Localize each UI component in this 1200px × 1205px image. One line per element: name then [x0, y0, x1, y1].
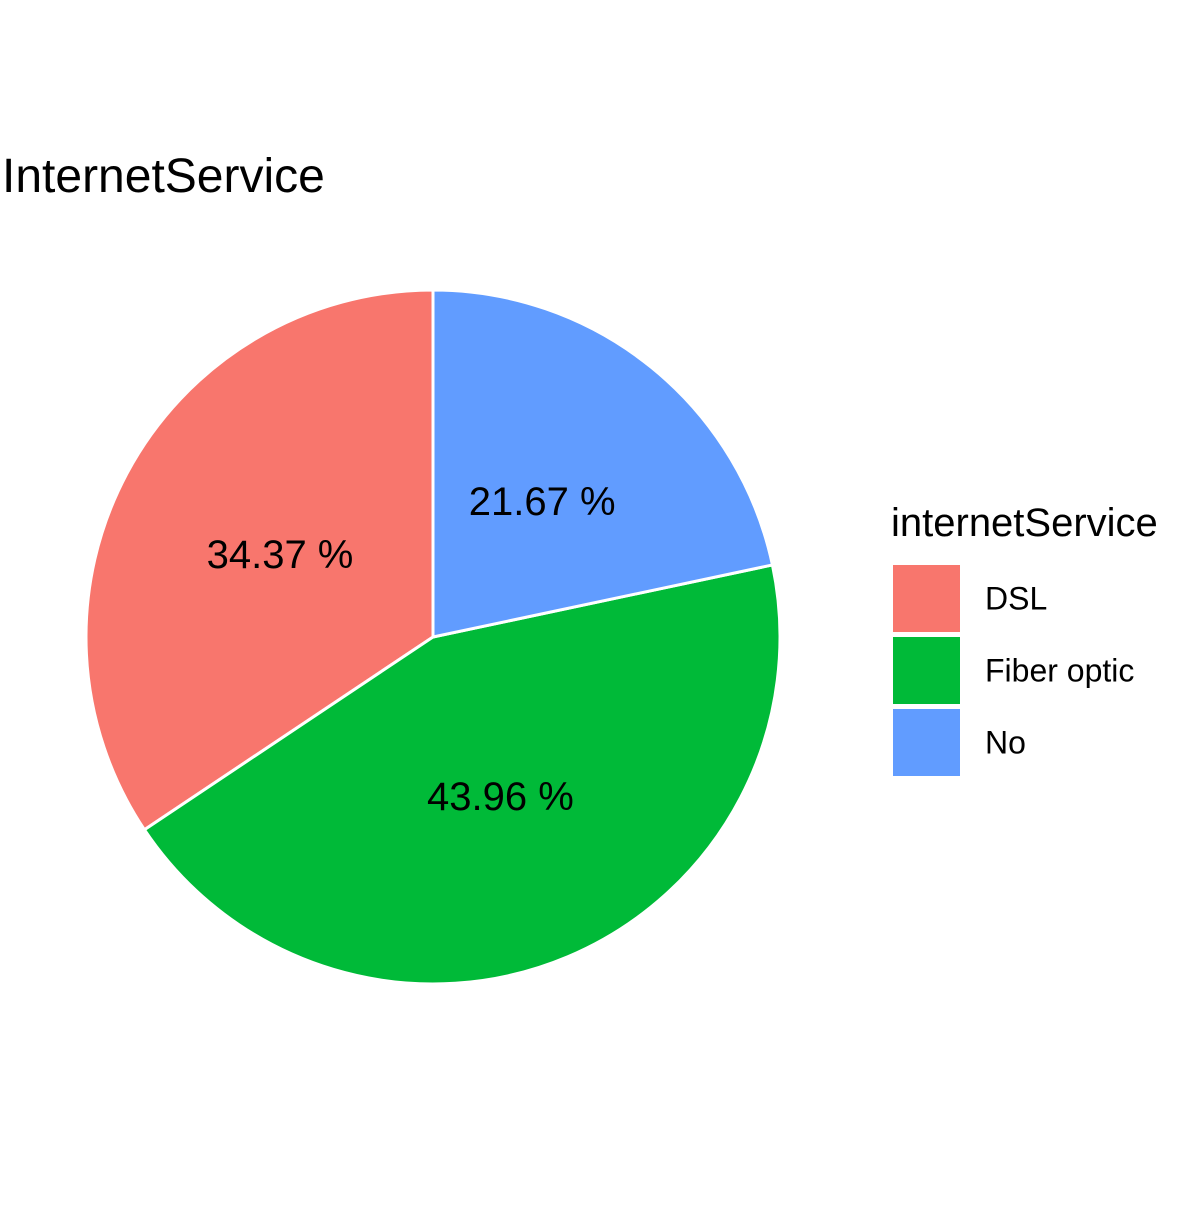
- legend-key-no: [893, 709, 960, 776]
- legend-label-dsl: DSL: [985, 581, 1047, 617]
- pie-slice-fiber-optic: [142, 563, 782, 986]
- legend-label-no: No: [985, 725, 1026, 761]
- pie-slice-labels: 34.37 % 43.96 % 21.67 %: [207, 480, 616, 819]
- legend-title: internetService: [891, 501, 1158, 545]
- slice-label-no: 21.67 %: [469, 480, 616, 524]
- chart-title: InternetService: [2, 150, 325, 203]
- slice-label-dsl: 34.37 %: [207, 533, 354, 577]
- legend-key-fiber-optic: [893, 637, 960, 704]
- legend: internetService DSL Fiber optic No: [891, 501, 1158, 776]
- pie-slice-no: [431, 288, 774, 639]
- pie-slices: [84, 288, 782, 986]
- legend-items: DSL Fiber optic No: [893, 565, 1134, 776]
- legend-label-fiber-optic: Fiber optic: [985, 653, 1134, 689]
- slice-label-fiber-optic: 43.96 %: [427, 775, 574, 819]
- legend-key-dsl: [893, 565, 960, 632]
